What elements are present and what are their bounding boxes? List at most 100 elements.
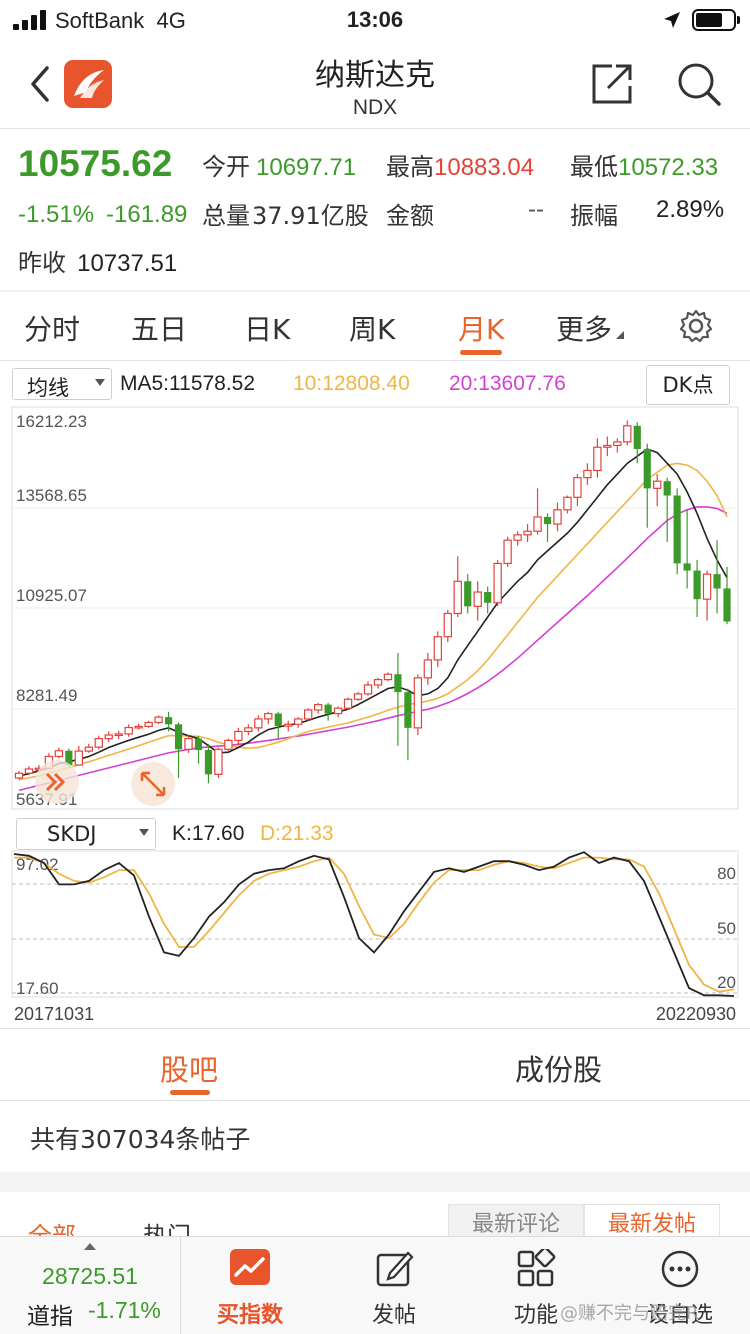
candle [702,570,712,621]
section-gap [0,1172,750,1192]
candle [383,672,393,682]
candle [413,674,423,736]
candle [583,463,592,485]
scroll-left-icon[interactable] [35,760,79,804]
price-axis-label: 8281.49 [16,686,77,705]
candle [124,724,133,737]
candle [204,743,213,784]
post-button[interactable]: 发帖 [344,1237,444,1334]
change-value: -161.89 [106,201,188,228]
candle [363,681,373,696]
candle [443,609,452,643]
current-price: 10575.62 [18,143,173,184]
divider [0,128,750,129]
candle [24,766,34,776]
candle [333,706,343,718]
skdj-axis-label: 80 [717,864,736,883]
search-icon[interactable] [675,60,723,108]
tab-five-day[interactable]: 五日 [131,313,188,346]
low-price: 最低10572.33 [570,153,719,181]
page-title: 纳斯达克 [315,58,435,93]
candle [683,509,691,589]
candle [274,711,282,739]
candle [643,443,651,528]
divider [0,360,750,361]
amount-value: -- [528,196,544,223]
tab-guba[interactable]: 股吧 [160,1053,219,1087]
divider [180,1237,181,1334]
candle [284,720,293,732]
skdj-axis-label: 17.60 [16,979,59,998]
candle [543,513,552,542]
candle [394,652,402,746]
buy-index-button[interactable]: 买指数 [200,1237,300,1334]
bottom-bar: 28725.51 道指 -1.71% 买指数 发帖 功 [0,1236,750,1334]
expand-icon[interactable] [131,762,175,806]
skdj-select[interactable]: SKDJ [16,818,156,850]
index-name: 道指 [27,1304,73,1330]
tab-monthly-k[interactable]: 月K [458,313,505,346]
ma10-value: 10:12808.40 [293,372,410,395]
high-price: 最高10883.04 [386,153,535,181]
buy-index-label: 买指数 [216,1303,283,1328]
carrier-label: SoftBank 4G [55,8,186,33]
index-change: -1.71% [88,1297,161,1323]
divider [0,1100,750,1101]
candle [603,436,612,457]
amount-label: 金额 [386,202,434,230]
volume: 总量37.91亿股 [202,202,369,230]
battery-icon [692,9,740,31]
candle [404,688,412,761]
index-widget[interactable]: 28725.51 道指 -1.71% [0,1237,180,1334]
candle [553,502,562,532]
functions-button[interactable]: 功能 [486,1237,586,1334]
share-icon[interactable] [590,60,636,106]
candle [663,477,671,542]
app-logo [64,60,112,108]
candle [613,438,622,453]
candle [294,717,303,728]
tab-more[interactable]: 更多 [556,308,625,348]
tab-components[interactable]: 成份股 [515,1053,603,1087]
guba-tab-indicator [170,1090,210,1095]
tab-daily-k[interactable]: 日K [244,313,291,346]
candle [54,747,64,759]
candle [423,652,433,685]
candle [303,708,313,721]
change-percent: -1.51% [18,201,95,228]
more-circle-icon [661,1250,699,1288]
candle [84,743,93,753]
status-bar: SoftBank 4G 13:06 [0,0,750,40]
candle [533,488,542,535]
location-arrow-icon [664,12,680,28]
post-label: 发帖 [371,1303,416,1328]
set-self-label: 设自选 [646,1303,713,1328]
tab-intraday[interactable]: 分时 [24,313,81,346]
set-self-button[interactable]: 设自选 [630,1237,730,1334]
candle [224,738,233,752]
candle [214,747,223,778]
candle [244,724,253,736]
candle [473,581,482,621]
page-subtitle: NDX [352,96,398,119]
candle [464,574,472,614]
candle [324,702,332,721]
candle [484,586,492,614]
caret-down-icon [95,379,105,386]
settings-icon[interactable] [678,308,714,344]
back-icon[interactable] [25,64,55,104]
dk-point-button[interactable]: DK点 [646,365,730,405]
triangle-icon [616,323,625,339]
candle [623,420,632,446]
price-axis-label: 16212.23 [16,412,87,431]
candle [503,536,512,567]
candle [114,730,123,740]
candle [174,722,183,778]
tab-weekly-k[interactable]: 周K [349,313,396,346]
status-time: 13:06 [346,7,404,32]
signal-icon [13,10,47,30]
ma-select[interactable]: 均线 [12,368,112,400]
candle [313,702,323,714]
